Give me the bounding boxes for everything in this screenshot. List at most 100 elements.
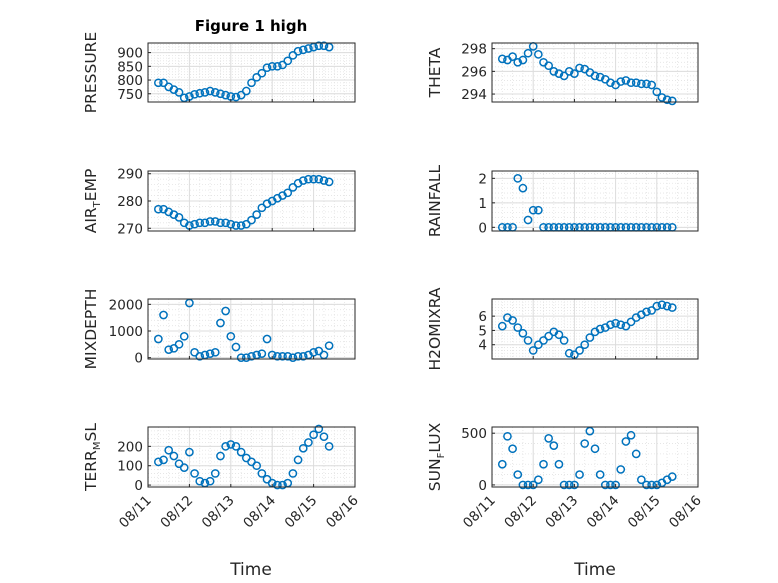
- x-axis-label-left: Time: [229, 560, 272, 580]
- data-point: [241, 219, 251, 229]
- data-point: [164, 445, 174, 455]
- data-point: [611, 318, 620, 328]
- data-point: [288, 353, 298, 363]
- data-point: [647, 306, 657, 315]
- y-tick-label: 4: [478, 338, 487, 354]
- data-point: [585, 426, 595, 436]
- data-point: [309, 42, 318, 52]
- data-point: [497, 54, 507, 64]
- y-tick-label: 270: [117, 221, 143, 237]
- data-point: [288, 183, 298, 192]
- data-point: [293, 351, 303, 361]
- y-tick-label: 1: [478, 196, 487, 212]
- data-point: [518, 55, 528, 65]
- data-point: [534, 49, 543, 59]
- data-point: [523, 215, 533, 225]
- data-point: [616, 465, 626, 474]
- data-point: [508, 52, 517, 61]
- data-point: [252, 210, 262, 219]
- data-point: [595, 72, 605, 82]
- data-point: [631, 449, 641, 459]
- axes-box: [491, 42, 699, 103]
- data-point: [210, 217, 220, 226]
- data-point: [159, 455, 168, 465]
- data-point: [159, 310, 168, 320]
- data-point: [564, 67, 574, 76]
- data-point: [205, 349, 215, 359]
- data-point: [647, 480, 657, 490]
- data-point: [185, 447, 194, 457]
- data-point: [236, 353, 246, 363]
- data-point: [324, 341, 334, 351]
- y-tick-label: 0: [134, 478, 143, 494]
- data-point: [241, 353, 251, 363]
- data-point: [174, 339, 184, 349]
- x-tick-label: 08/13: [199, 493, 238, 532]
- subplot-air-temp: 270 280 290 AIRTEMP: [82, 167, 356, 237]
- data-point: [262, 334, 272, 344]
- data-point: [559, 480, 569, 490]
- y-axis-label: RAINFALL: [426, 164, 444, 237]
- data-point: [154, 78, 163, 88]
- y-tick-label: 0: [134, 351, 143, 367]
- data-point: [513, 470, 523, 479]
- data-point: [231, 221, 241, 230]
- y-tick-label: 750: [117, 87, 143, 103]
- data-point: [236, 221, 246, 230]
- data-point: [221, 442, 230, 451]
- y-tick-label: 0: [478, 220, 487, 236]
- figure-title: Figure 1 high: [195, 17, 308, 35]
- data-point: [662, 301, 672, 311]
- data-point: [210, 88, 220, 97]
- data-point: [221, 218, 230, 228]
- data-point: [570, 480, 579, 490]
- y-axis-label: SUNFLUX: [426, 422, 447, 491]
- data-point: [159, 78, 168, 88]
- data-point: [528, 346, 538, 355]
- x-tick-label: 08/12: [501, 493, 540, 532]
- data-point: [216, 451, 225, 461]
- data-point: [534, 205, 543, 215]
- data-point: [523, 480, 533, 490]
- plot-area: [148, 43, 355, 102]
- data-point: [288, 50, 298, 60]
- y-tick-label: 296: [461, 64, 487, 80]
- y-tick-label: 1000: [109, 324, 143, 340]
- data-point: [174, 213, 184, 222]
- data-point: [518, 480, 528, 490]
- data-point: [257, 469, 267, 478]
- data-point: [247, 215, 256, 225]
- data-point: [298, 176, 308, 185]
- data-point: [324, 42, 334, 52]
- data-point: [621, 321, 631, 331]
- subplot-rainfall: 0 1 2 RAINFALL: [426, 164, 699, 237]
- data-point: [314, 41, 324, 51]
- y-axis-label: H2OMIXRA: [426, 287, 444, 370]
- data-point: [647, 80, 657, 90]
- data-point: [549, 441, 559, 450]
- y-tick-label: 900: [117, 46, 143, 62]
- data-point: [231, 92, 241, 102]
- data-point: [278, 60, 287, 70]
- data-point: [616, 77, 626, 86]
- data-point: [190, 89, 199, 99]
- data-point: [667, 303, 677, 312]
- y-tick-label: 294: [461, 87, 487, 103]
- subplot-terr-msl: 0 100 200 08/11 08/12 08/13 08/14 08/15 08/16 TER…: [82, 423, 362, 532]
- data-point: [324, 177, 334, 187]
- data-point: [528, 205, 538, 215]
- data-point: [575, 63, 584, 73]
- y-tick-label: 850: [117, 59, 143, 75]
- data-point: [190, 219, 199, 229]
- data-point: [221, 90, 230, 100]
- data-point: [298, 351, 308, 361]
- data-point: [600, 480, 610, 490]
- data-point: [518, 328, 528, 338]
- axes-box: [147, 426, 356, 488]
- data-point: [293, 46, 303, 56]
- x-tick-label: 08/14: [240, 493, 279, 532]
- data-point: [283, 188, 293, 198]
- data-point: [226, 331, 236, 341]
- data-point: [580, 439, 590, 448]
- data-point: [179, 93, 189, 103]
